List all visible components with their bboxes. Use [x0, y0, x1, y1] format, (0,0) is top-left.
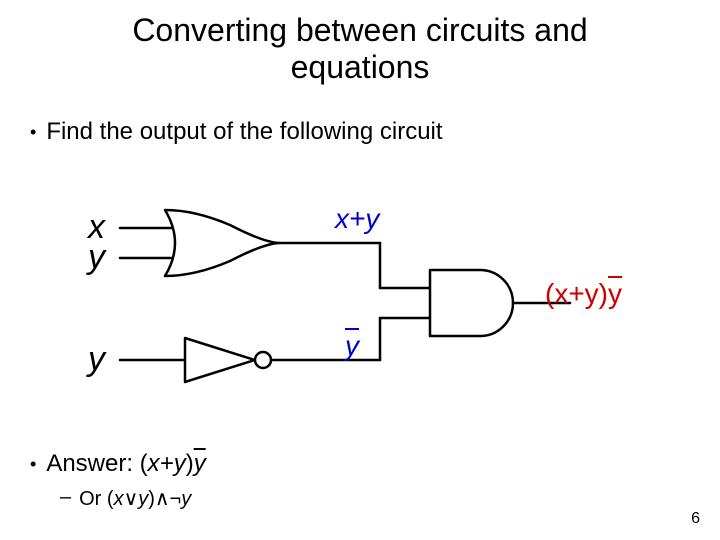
annotation-output-ybar: y	[608, 278, 622, 309]
bullet-answer: • Answer: (x+y)y	[30, 450, 206, 478]
bullet-dot-icon-2: •	[30, 450, 36, 478]
answer-close: )	[186, 450, 194, 477]
annotation-ybar: y	[345, 330, 359, 362]
title-line-2: equations	[291, 49, 430, 85]
bullet-find: • Find the output of the following circu…	[30, 118, 443, 146]
title-line-1: Converting between circuits and	[132, 12, 587, 48]
input-label-y2: y	[88, 340, 105, 379]
input-label-y1: y	[88, 238, 105, 277]
or-vee: ∨	[124, 488, 139, 510]
or-wedge: ∧	[155, 488, 170, 510]
page-number: 6	[691, 510, 700, 528]
answer-prefix: Answer: (	[46, 450, 147, 477]
annotation-output-open: (x+y)	[545, 278, 608, 309]
or-x: x	[114, 488, 124, 510]
or-prefix: Or (	[79, 488, 113, 510]
or-neg: ¬	[170, 488, 182, 510]
answer-text: Answer: (x+y)y	[46, 450, 205, 478]
annotation-output: (x+y)y	[545, 278, 622, 310]
slide: Converting between circuits and equation…	[0, 0, 720, 540]
bullet-dot-icon: •	[30, 118, 36, 146]
bullet-dash-icon: –	[60, 486, 71, 509]
annotation-xplusy: x+y	[335, 203, 379, 235]
annotation-ybar-text: y	[345, 330, 359, 361]
or-y: y	[138, 488, 148, 510]
answer-xy: x+y	[148, 450, 186, 477]
or-close: )	[148, 488, 155, 510]
slide-title: Converting between circuits and equation…	[0, 12, 720, 86]
or-y2: y	[181, 488, 191, 510]
answer-ybar: y	[194, 450, 206, 477]
bullet-find-text: Find the output of the following circuit	[46, 118, 442, 146]
bullet-or: – Or (x∨y)∧¬y	[60, 486, 191, 511]
or-text: Or (x∨y)∧¬y	[79, 486, 191, 511]
